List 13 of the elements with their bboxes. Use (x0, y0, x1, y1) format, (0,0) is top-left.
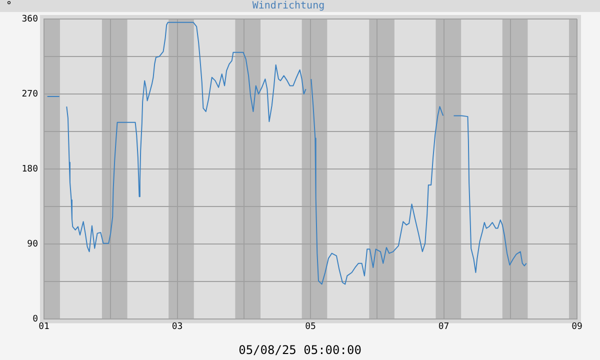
x-tick-label: 05 (305, 322, 316, 332)
x-tick-label: 03 (172, 322, 183, 332)
y-tick-label: 0 (32, 314, 38, 325)
chart-title: Windrichtung (252, 0, 325, 12)
y-tick-label: 90 (27, 239, 38, 250)
y-tick-label: 360 (22, 14, 38, 24)
y-axis-title: ° (6, 0, 12, 12)
x-tick-label: 07 (438, 322, 450, 332)
text: 05/08/25 05:00:00 (238, 343, 362, 358)
y-tick-label: 180 (22, 164, 38, 174)
y-tick-label: 270 (22, 89, 38, 100)
x-tick-label: 01 (38, 322, 50, 332)
x-tick-label: 09 (572, 322, 582, 332)
